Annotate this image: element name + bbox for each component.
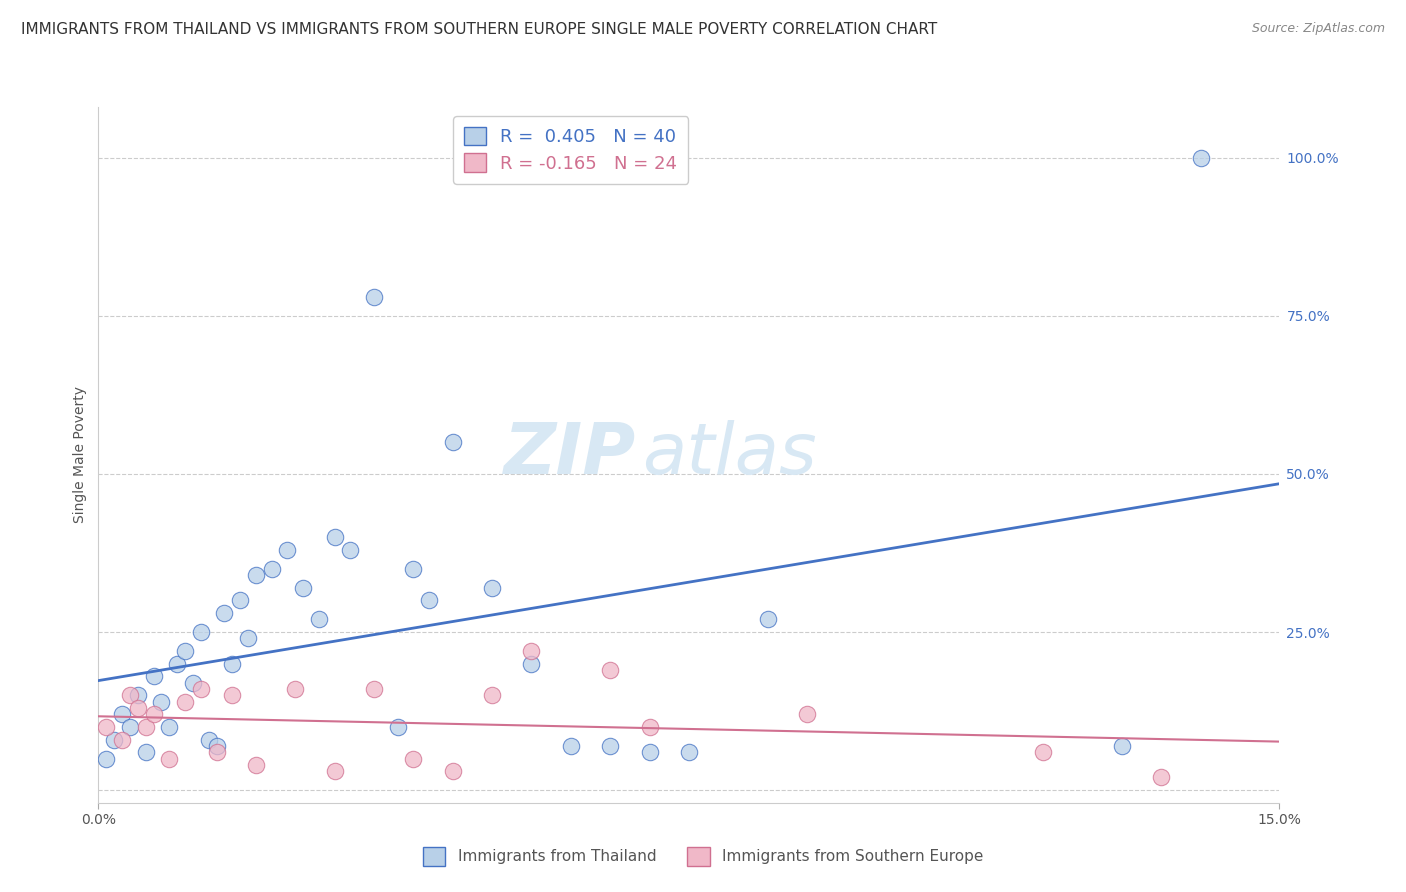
- Legend: Immigrants from Thailand, Immigrants from Southern Europe: Immigrants from Thailand, Immigrants fro…: [416, 841, 990, 871]
- Point: [1150, 771, 1173, 785]
- Point: [363, 681, 385, 696]
- Point: [260, 562, 283, 576]
- Point: [520, 657, 543, 671]
- Point: [599, 739, 621, 753]
- Point: [418, 593, 440, 607]
- Point: [135, 720, 157, 734]
- Point: [205, 745, 228, 759]
- Point: [323, 764, 346, 779]
- Point: [96, 751, 118, 765]
- Point: [363, 290, 385, 304]
- Point: [127, 701, 149, 715]
- Point: [387, 720, 409, 734]
- Point: [481, 581, 503, 595]
- Point: [756, 612, 779, 626]
- Point: [111, 732, 134, 747]
- Text: IMMIGRANTS FROM THAILAND VS IMMIGRANTS FROM SOUTHERN EUROPE SINGLE MALE POVERTY : IMMIGRANTS FROM THAILAND VS IMMIGRANTS F…: [21, 22, 938, 37]
- Point: [599, 663, 621, 677]
- Point: [1111, 739, 1133, 753]
- Point: [402, 562, 425, 576]
- Point: [481, 688, 503, 702]
- Point: [796, 707, 818, 722]
- Point: [174, 644, 197, 658]
- Point: [205, 739, 228, 753]
- Point: [308, 612, 330, 626]
- Point: [229, 593, 252, 607]
- Point: [96, 720, 118, 734]
- Point: [339, 542, 361, 557]
- Point: [157, 751, 180, 765]
- Legend: R =  0.405   N = 40, R = -0.165   N = 24: R = 0.405 N = 40, R = -0.165 N = 24: [454, 116, 688, 184]
- Point: [1032, 745, 1054, 759]
- Point: [127, 688, 149, 702]
- Point: [197, 732, 219, 747]
- Point: [181, 675, 204, 690]
- Text: ZIP: ZIP: [503, 420, 636, 490]
- Point: [284, 681, 307, 696]
- Point: [402, 751, 425, 765]
- Point: [638, 745, 661, 759]
- Point: [323, 530, 346, 544]
- Point: [103, 732, 125, 747]
- Text: Source: ZipAtlas.com: Source: ZipAtlas.com: [1251, 22, 1385, 36]
- Point: [190, 681, 212, 696]
- Point: [292, 581, 315, 595]
- Point: [111, 707, 134, 722]
- Point: [441, 435, 464, 450]
- Point: [236, 632, 259, 646]
- Point: [276, 542, 298, 557]
- Point: [157, 720, 180, 734]
- Point: [221, 688, 243, 702]
- Point: [1189, 151, 1212, 165]
- Text: atlas: atlas: [641, 420, 817, 490]
- Point: [190, 625, 212, 640]
- Point: [214, 606, 236, 620]
- Point: [142, 669, 165, 683]
- Point: [520, 644, 543, 658]
- Point: [245, 757, 267, 772]
- Point: [174, 695, 197, 709]
- Point: [638, 720, 661, 734]
- Point: [245, 568, 267, 582]
- Point: [150, 695, 173, 709]
- Point: [166, 657, 188, 671]
- Point: [135, 745, 157, 759]
- Point: [142, 707, 165, 722]
- Point: [678, 745, 700, 759]
- Point: [118, 688, 141, 702]
- Point: [441, 764, 464, 779]
- Point: [118, 720, 141, 734]
- Point: [221, 657, 243, 671]
- Y-axis label: Single Male Poverty: Single Male Poverty: [73, 386, 87, 524]
- Point: [560, 739, 582, 753]
